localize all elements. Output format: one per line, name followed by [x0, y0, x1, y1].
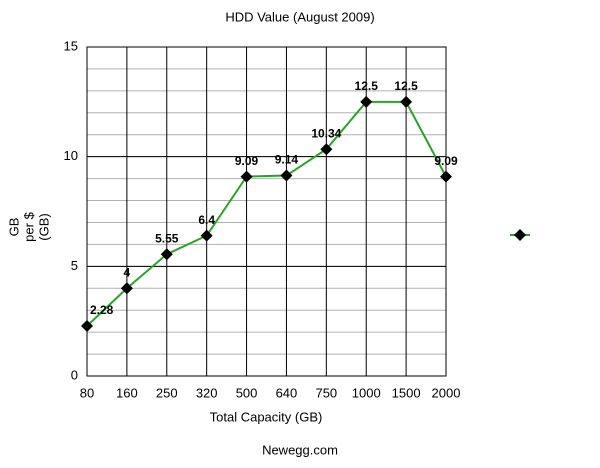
y-axis-label: (GB) [36, 213, 51, 240]
y-tick-label: 0 [71, 367, 78, 382]
data-label: 9.09 [235, 154, 259, 168]
chart-title: HDD Value (August 2009) [225, 9, 374, 24]
data-point [360, 95, 373, 108]
x-tick-label: 160 [116, 385, 138, 400]
plot-frame [86, 46, 447, 377]
y-axis-label: GB [6, 218, 21, 237]
data-point [120, 282, 133, 295]
y-axis-label: per $ [21, 211, 36, 241]
data-label: 9.09 [434, 154, 458, 168]
data-label: 10.34 [311, 126, 341, 140]
data-point [280, 169, 293, 182]
data-label: 4 [124, 265, 131, 279]
legend [510, 229, 530, 241]
x-tick-label: 250 [156, 385, 178, 400]
y-tick-label: 10 [64, 148, 78, 163]
x-tick-label: 500 [236, 385, 258, 400]
x-axis-label: Total Capacity (GB) [210, 409, 323, 424]
legend-marker [514, 229, 526, 241]
x-tick-label: 1000 [352, 385, 381, 400]
x-tick-label: 80 [80, 385, 94, 400]
data-point [160, 248, 173, 261]
data-label: 5.55 [155, 231, 179, 245]
data-point [320, 143, 333, 156]
x-tick-label: 2000 [432, 385, 461, 400]
chart-subtitle: Newegg.com [262, 442, 338, 457]
data-point [240, 170, 253, 183]
data-label: 12.5 [394, 79, 418, 93]
series-line [86, 100, 447, 327]
data-label: 12.5 [355, 79, 379, 93]
x-tick-label: 750 [315, 385, 337, 400]
x-tick-label: 320 [196, 385, 218, 400]
x-tick-label: 640 [276, 385, 298, 400]
data-point [200, 229, 213, 242]
data-point [400, 95, 413, 108]
x-tick-label: 1500 [392, 385, 421, 400]
data-label: 2.28 [90, 303, 114, 317]
data-point [440, 170, 452, 183]
data-point [81, 319, 93, 332]
y-tick-label: 15 [64, 38, 78, 53]
data-label: 6.4 [198, 213, 215, 227]
y-tick-label: 5 [71, 258, 78, 273]
data-label: 9.14 [275, 153, 299, 167]
